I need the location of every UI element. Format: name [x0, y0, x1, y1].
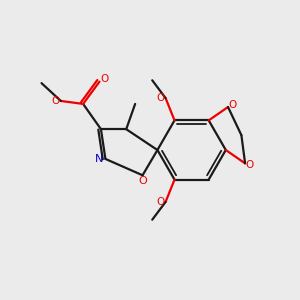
Text: O: O: [156, 197, 164, 207]
Text: O: O: [156, 93, 164, 103]
Text: O: O: [245, 160, 254, 170]
Text: O: O: [51, 96, 60, 106]
Text: O: O: [138, 176, 147, 186]
Text: O: O: [228, 100, 237, 110]
Text: O: O: [100, 74, 109, 84]
Text: N: N: [95, 154, 104, 164]
